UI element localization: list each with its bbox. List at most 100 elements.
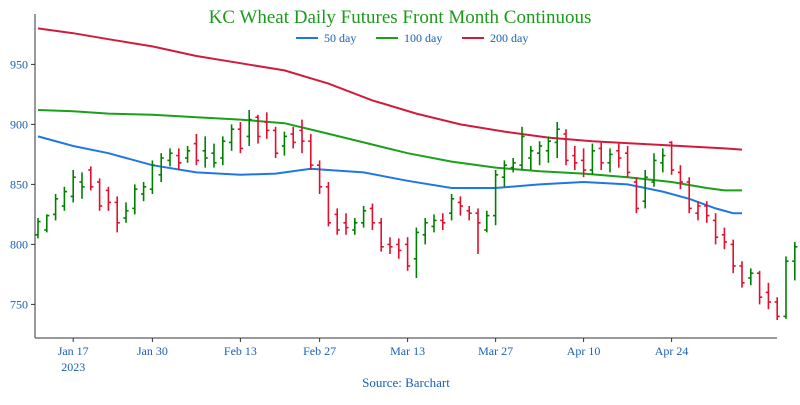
chart-source: Source: Barchart — [362, 375, 450, 390]
ohlc-bar — [396, 238, 402, 259]
ohlc-bar — [598, 141, 604, 170]
x-tick-label: Feb 13 — [224, 344, 257, 358]
ohlc-bar — [114, 196, 120, 233]
ohlc-bar — [378, 218, 384, 252]
ohlc-bar — [387, 237, 393, 254]
ohlc-bar — [739, 261, 745, 288]
ohlc-bar — [193, 134, 199, 166]
ohlc-bar — [185, 146, 191, 163]
ohlc-bar — [748, 268, 754, 286]
ohlc-bar — [510, 158, 516, 173]
ohlc-bar — [176, 148, 182, 170]
ohlc-bar — [633, 177, 639, 214]
ohlc-bar — [545, 136, 551, 163]
y-tick-label: 750 — [10, 297, 28, 311]
ohlc-bar — [123, 202, 129, 223]
x-axis: Jan 17 2023 Jan 30 Feb 13 Feb 27 Mar 13 Mar 27… — [35, 337, 777, 374]
ohlc-bar — [361, 206, 367, 228]
y-tick-label: 900 — [10, 117, 28, 131]
ohlc-bar — [281, 131, 287, 156]
ohlc-bar — [413, 227, 419, 278]
ohlc-bar — [581, 148, 587, 178]
ohlc-bar — [229, 124, 235, 151]
ohlc-bar — [325, 182, 331, 227]
ohlc-bar — [44, 214, 50, 233]
ohlc-bar — [757, 270, 763, 305]
ohlc-bar — [730, 239, 736, 274]
ohlc-bar — [141, 182, 147, 202]
ohlc-bar — [660, 148, 666, 173]
legend-label: 200 day — [490, 31, 528, 45]
x-tick-label: Jan 30 — [137, 344, 168, 358]
ohlc-bar — [449, 194, 455, 221]
ohlc-bar — [53, 194, 59, 221]
chart-title: KC Wheat Daily Futures Front Month Conti… — [209, 7, 592, 28]
ohlc-bar — [352, 218, 358, 235]
ohlc-bar — [651, 153, 657, 187]
x-tick-label: Mar 13 — [390, 344, 425, 358]
ohlc-bar — [264, 112, 270, 139]
ohlc-bar — [607, 148, 613, 173]
x-tick-label: Mar 27 — [478, 344, 513, 358]
ohlc-bar — [774, 297, 780, 320]
ohlc-bar — [299, 119, 305, 154]
ohlc-bar — [537, 141, 543, 166]
ohlc-bar — [783, 256, 789, 319]
ohlc-bar — [563, 129, 569, 166]
ohlc-bar — [440, 213, 446, 230]
ohlc-bar — [343, 213, 349, 235]
ohlc-bar — [589, 143, 595, 175]
ohlc-bar — [237, 122, 243, 154]
ohlc-bar — [211, 143, 217, 168]
y-tick-label: 950 — [10, 57, 28, 71]
ohlc-bar — [765, 282, 771, 310]
ohlc-bar — [704, 201, 710, 223]
ohlc-bar — [519, 126, 525, 170]
ohlc-bar — [493, 170, 499, 226]
ohlc-bar — [79, 172, 85, 199]
ohlc-bar — [466, 206, 472, 221]
ohlc-bar — [88, 166, 94, 191]
ohlc-bar — [501, 160, 507, 187]
ohlc-bar — [405, 237, 411, 271]
x-tick-label: Apr 24 — [655, 344, 689, 358]
ohlc-bar — [457, 196, 463, 216]
ohlc-bar — [290, 126, 296, 149]
ohlc-bar — [369, 203, 375, 230]
series-line-100-day — [37, 109, 742, 192]
ohlc-bar — [105, 186, 111, 211]
ohlc-bar — [158, 153, 164, 182]
ohlc-bar — [721, 227, 727, 250]
ohlc-bar — [202, 136, 208, 168]
ohlc-bar — [616, 143, 622, 168]
ohlc-bar — [61, 186, 67, 211]
ohlc-bar — [149, 160, 155, 194]
legend-label: 100 day — [404, 31, 442, 45]
ohlc-bar — [484, 210, 490, 233]
ohlc-bar — [317, 160, 323, 194]
ohlc-bar — [669, 141, 675, 175]
legend: 50 day 100 day 200 day — [296, 31, 528, 45]
ohlc-bar — [677, 165, 683, 190]
ohlc-bar — [625, 146, 631, 178]
ohlc-bar — [167, 148, 173, 167]
ohlc-bar — [334, 208, 340, 235]
series-line-50-day — [37, 135, 742, 215]
ohlc-bar — [132, 184, 138, 215]
x-tick-label: Jan 17 — [58, 344, 89, 358]
ohlc-bar — [554, 122, 560, 158]
series-line-200-day — [37, 27, 743, 151]
ohlc-bar — [246, 110, 252, 146]
ohlc-bar — [35, 218, 41, 239]
ohlc-bars — [35, 110, 798, 320]
ohlc-bar — [686, 177, 692, 214]
moving-average-lines — [37, 27, 743, 215]
ohlc-bar — [642, 170, 648, 209]
ohlc-bar — [431, 214, 437, 233]
ohlc-bar — [97, 178, 103, 211]
ohlc-bar — [422, 218, 428, 245]
ohlc-bar — [475, 208, 481, 254]
y-axis: 750 800 850 900 950 — [10, 14, 36, 338]
